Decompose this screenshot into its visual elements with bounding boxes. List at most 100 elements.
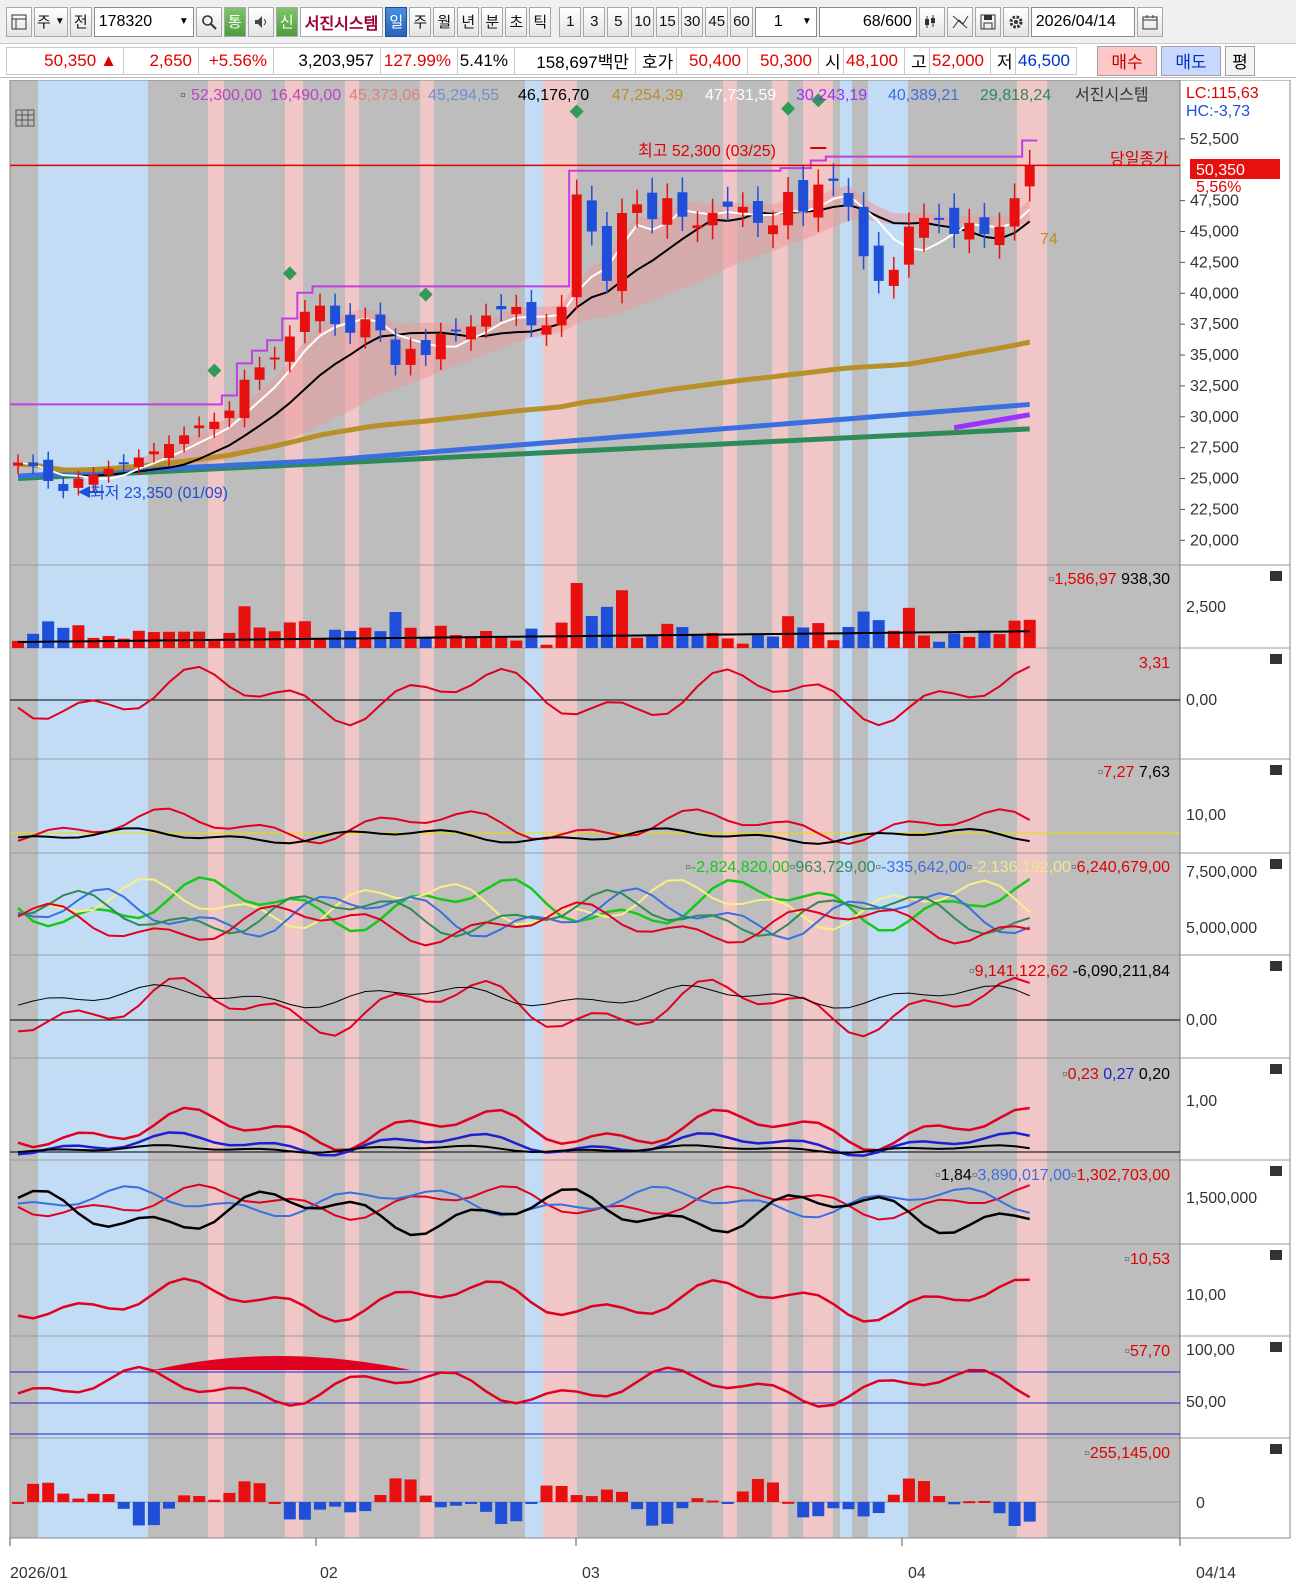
panel-close-icon-3 <box>1270 859 1282 869</box>
histogram-bar <box>102 1494 115 1502</box>
interval-1[interactable]: 1 <box>559 6 582 37</box>
interval-60[interactable]: 60 <box>730 6 753 37</box>
histogram-bar <box>283 1502 296 1520</box>
legend-3: 45,373,06 <box>349 87 420 104</box>
volume-bar <box>87 637 100 648</box>
low-price: 46,500 <box>1015 46 1077 75</box>
company-name[interactable]: 서진시스템 <box>299 6 384 37</box>
grid <box>9 80 1291 1539</box>
period-minute[interactable]: 분 <box>481 6 504 37</box>
open-price: 48,100 <box>843 46 905 75</box>
interval-5[interactable]: 5 <box>607 6 630 37</box>
period-tick[interactable]: 틱 <box>529 6 552 37</box>
y-tick-label-1: 47,500 <box>1190 193 1239 210</box>
volume-bar <box>208 639 221 648</box>
speaker-icon[interactable] <box>247 6 274 37</box>
crosshair-icon[interactable] <box>946 6 973 37</box>
period-week[interactable]: 주 <box>409 6 432 37</box>
flat-button[interactable]: 평 <box>1225 45 1255 76</box>
interval-3[interactable]: 3 <box>583 6 606 37</box>
histogram-bar <box>480 1502 493 1512</box>
interval-30[interactable]: 30 <box>680 6 704 37</box>
histogram-bar <box>555 1485 568 1502</box>
period-year[interactable]: 년 <box>457 6 480 37</box>
period-month[interactable]: 월 <box>433 6 456 37</box>
ind6-legend-3: 1,302,703,00 <box>1077 1167 1171 1184</box>
indicator-panels <box>10 583 1180 1526</box>
legend-11: 서진시스템 <box>1075 86 1149 104</box>
bid-price: 50,300 <box>747 46 819 75</box>
candle-body <box>299 311 310 332</box>
ind7-axis-label: 10,00 <box>1186 1287 1226 1304</box>
high-annotation: 최고 52,300 (03/25) <box>638 142 776 160</box>
candle-body <box>903 226 914 265</box>
y-tick-label-11: 22,500 <box>1190 501 1239 518</box>
candle-body <box>209 421 220 430</box>
volume-bar <box>283 622 296 648</box>
close-price-box <box>1190 159 1280 179</box>
volume-bar <box>631 637 644 648</box>
volume-bar <box>314 638 326 648</box>
search-icon[interactable] <box>195 6 222 37</box>
candle-body <box>148 451 159 455</box>
histogram-bar <box>495 1502 508 1524</box>
save-icon[interactable] <box>974 6 1001 37</box>
candle-body <box>133 457 144 467</box>
gear-icon[interactable] <box>1002 6 1029 37</box>
ind1-axis-label: 0,00 <box>1186 692 1217 709</box>
period-day[interactable]: 일 <box>385 6 408 37</box>
histogram-bar <box>268 1501 281 1504</box>
stock-code-input[interactable]: 178320 ▼ <box>93 6 194 37</box>
tong-button[interactable]: 통 <box>223 6 246 37</box>
y-tick-label-4: 40,000 <box>1190 285 1239 302</box>
histogram-bar <box>510 1502 523 1522</box>
bg-band-4 <box>420 80 434 1538</box>
period-second[interactable]: 초 <box>505 6 528 37</box>
ind9-legend-1: 255,145,00 <box>1090 1445 1170 1462</box>
candle-body <box>330 305 341 325</box>
candle-body <box>858 206 869 257</box>
candle-body <box>118 462 129 465</box>
bg-band-11 <box>868 80 908 1538</box>
buy-button[interactable]: 매수 <box>1097 45 1157 76</box>
volume-bar <box>253 627 266 648</box>
market-type-select[interactable]: 주 ▼ <box>34 6 68 37</box>
signal-diamond-1 <box>282 266 297 281</box>
volume-legend-2: 938,30 <box>1121 571 1170 588</box>
date-input[interactable]: 2026/04/14 <box>1030 6 1135 37</box>
legend-4: 45,294,55 <box>428 87 499 104</box>
sin-button[interactable]: 신 <box>275 6 298 37</box>
chart-window-icon[interactable] <box>6 6 32 37</box>
candle-settings-icon[interactable] <box>918 6 945 37</box>
histogram-bar <box>117 1502 130 1509</box>
interval-10[interactable]: 10 <box>631 6 655 37</box>
prev-button[interactable]: 전 <box>69 6 92 37</box>
interval-45[interactable]: 45 <box>705 6 729 37</box>
sell-button[interactable]: 매도 <box>1161 45 1221 76</box>
stock-code-value: 178320 <box>98 12 153 30</box>
candle-body <box>798 180 809 212</box>
ind4-legend: ▫9,141,122,62 -6,090,211,84 <box>969 963 1170 980</box>
change-percent: +5.56% <box>198 46 274 75</box>
histogram-bar <box>178 1495 191 1502</box>
unit-select[interactable]: 1 ▼ <box>754 6 817 37</box>
volume-bar <box>117 638 130 648</box>
toolbar: 주 ▼ 전 178320 ▼ 통 신 서진시스템 일 주 월 년 분 초 틱 1 3… <box>0 0 1296 44</box>
count-input[interactable]: 68/600 <box>818 6 917 37</box>
ind3-line-green <box>17 876 1031 933</box>
volume-bar <box>902 607 915 648</box>
interval-15[interactable]: 15 <box>656 6 679 37</box>
ind8-legend-1: 57,70 <box>1130 1343 1170 1360</box>
histogram-bar <box>902 1478 915 1502</box>
volume-bar <box>1023 619 1036 648</box>
ind5-legend: ▫0,23 0,27 0,20 <box>1062 1066 1170 1083</box>
open-label: 시 <box>818 46 844 75</box>
candle-body <box>315 305 325 322</box>
calendar-icon[interactable] <box>1136 6 1163 37</box>
ind5-legend-3: 0,20 <box>1139 1066 1170 1083</box>
candle-body <box>662 198 673 225</box>
volume-bar <box>1008 620 1021 648</box>
candle-body <box>284 336 295 362</box>
candle-body <box>707 212 718 226</box>
ma240-line <box>953 412 1031 431</box>
